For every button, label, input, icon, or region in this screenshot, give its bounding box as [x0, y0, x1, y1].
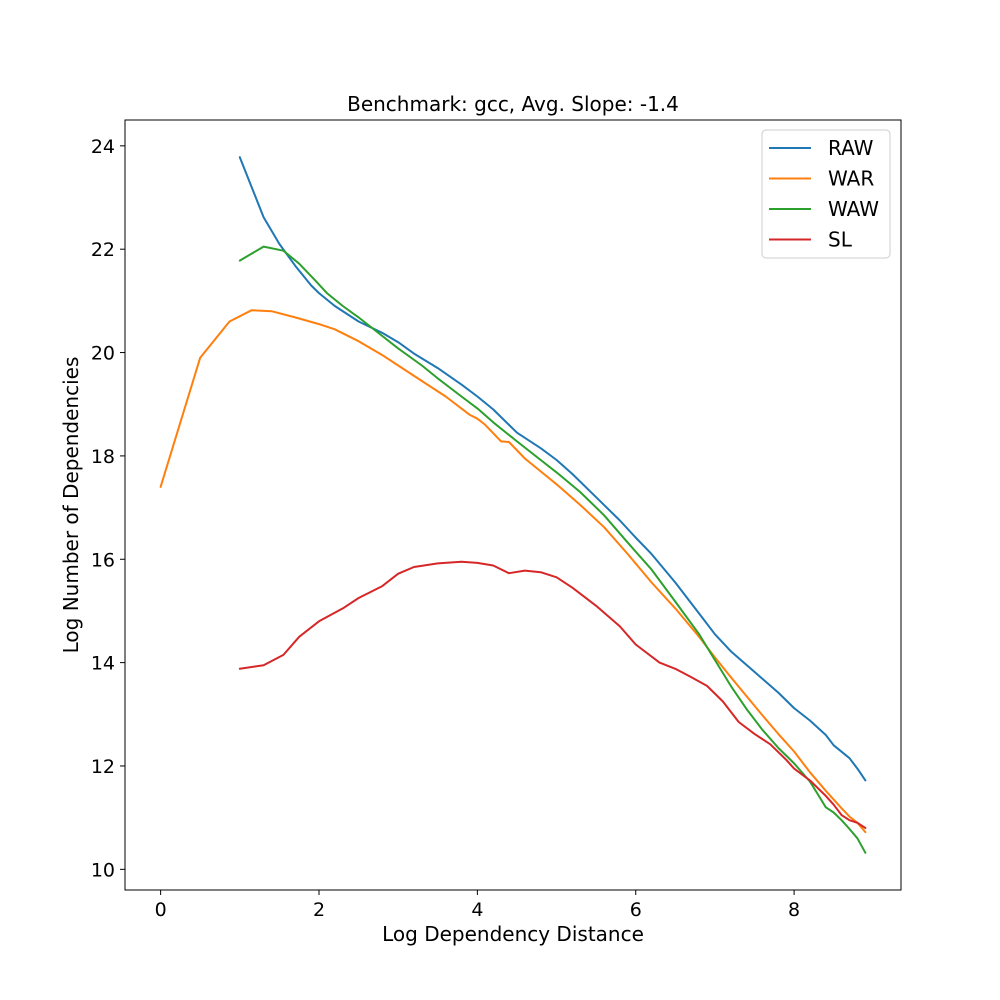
y-tick-label: 16 [91, 549, 115, 571]
legend-label-waw: WAW [828, 197, 879, 221]
x-axis-label: Log Dependency Distance [382, 922, 644, 946]
y-axis-label: Log Number of Dependencies [59, 357, 83, 654]
legend-label-raw: RAW [828, 136, 874, 160]
x-tick-label: 0 [155, 899, 167, 921]
legend: RAW WAR WAW SL [762, 130, 890, 258]
chart-title: Benchmark: gcc, Avg. Slope: -1.4 [347, 92, 679, 116]
y-tick-label: 12 [91, 756, 115, 778]
x-tick-label: 2 [313, 899, 325, 921]
y-tick-label: 24 [91, 136, 115, 158]
x-tick-label: 8 [788, 899, 800, 921]
y-tick-label: 14 [91, 653, 115, 675]
x-tick-label: 4 [471, 899, 483, 921]
y-tick-label: 18 [91, 446, 115, 468]
legend-label-war: WAR [828, 167, 874, 191]
y-tick-label: 10 [91, 859, 115, 881]
y-tick-label: 20 [91, 343, 115, 365]
x-tick-label: 6 [630, 899, 642, 921]
legend-label-sl: SL [828, 228, 853, 252]
y-tick-label: 22 [91, 239, 115, 261]
